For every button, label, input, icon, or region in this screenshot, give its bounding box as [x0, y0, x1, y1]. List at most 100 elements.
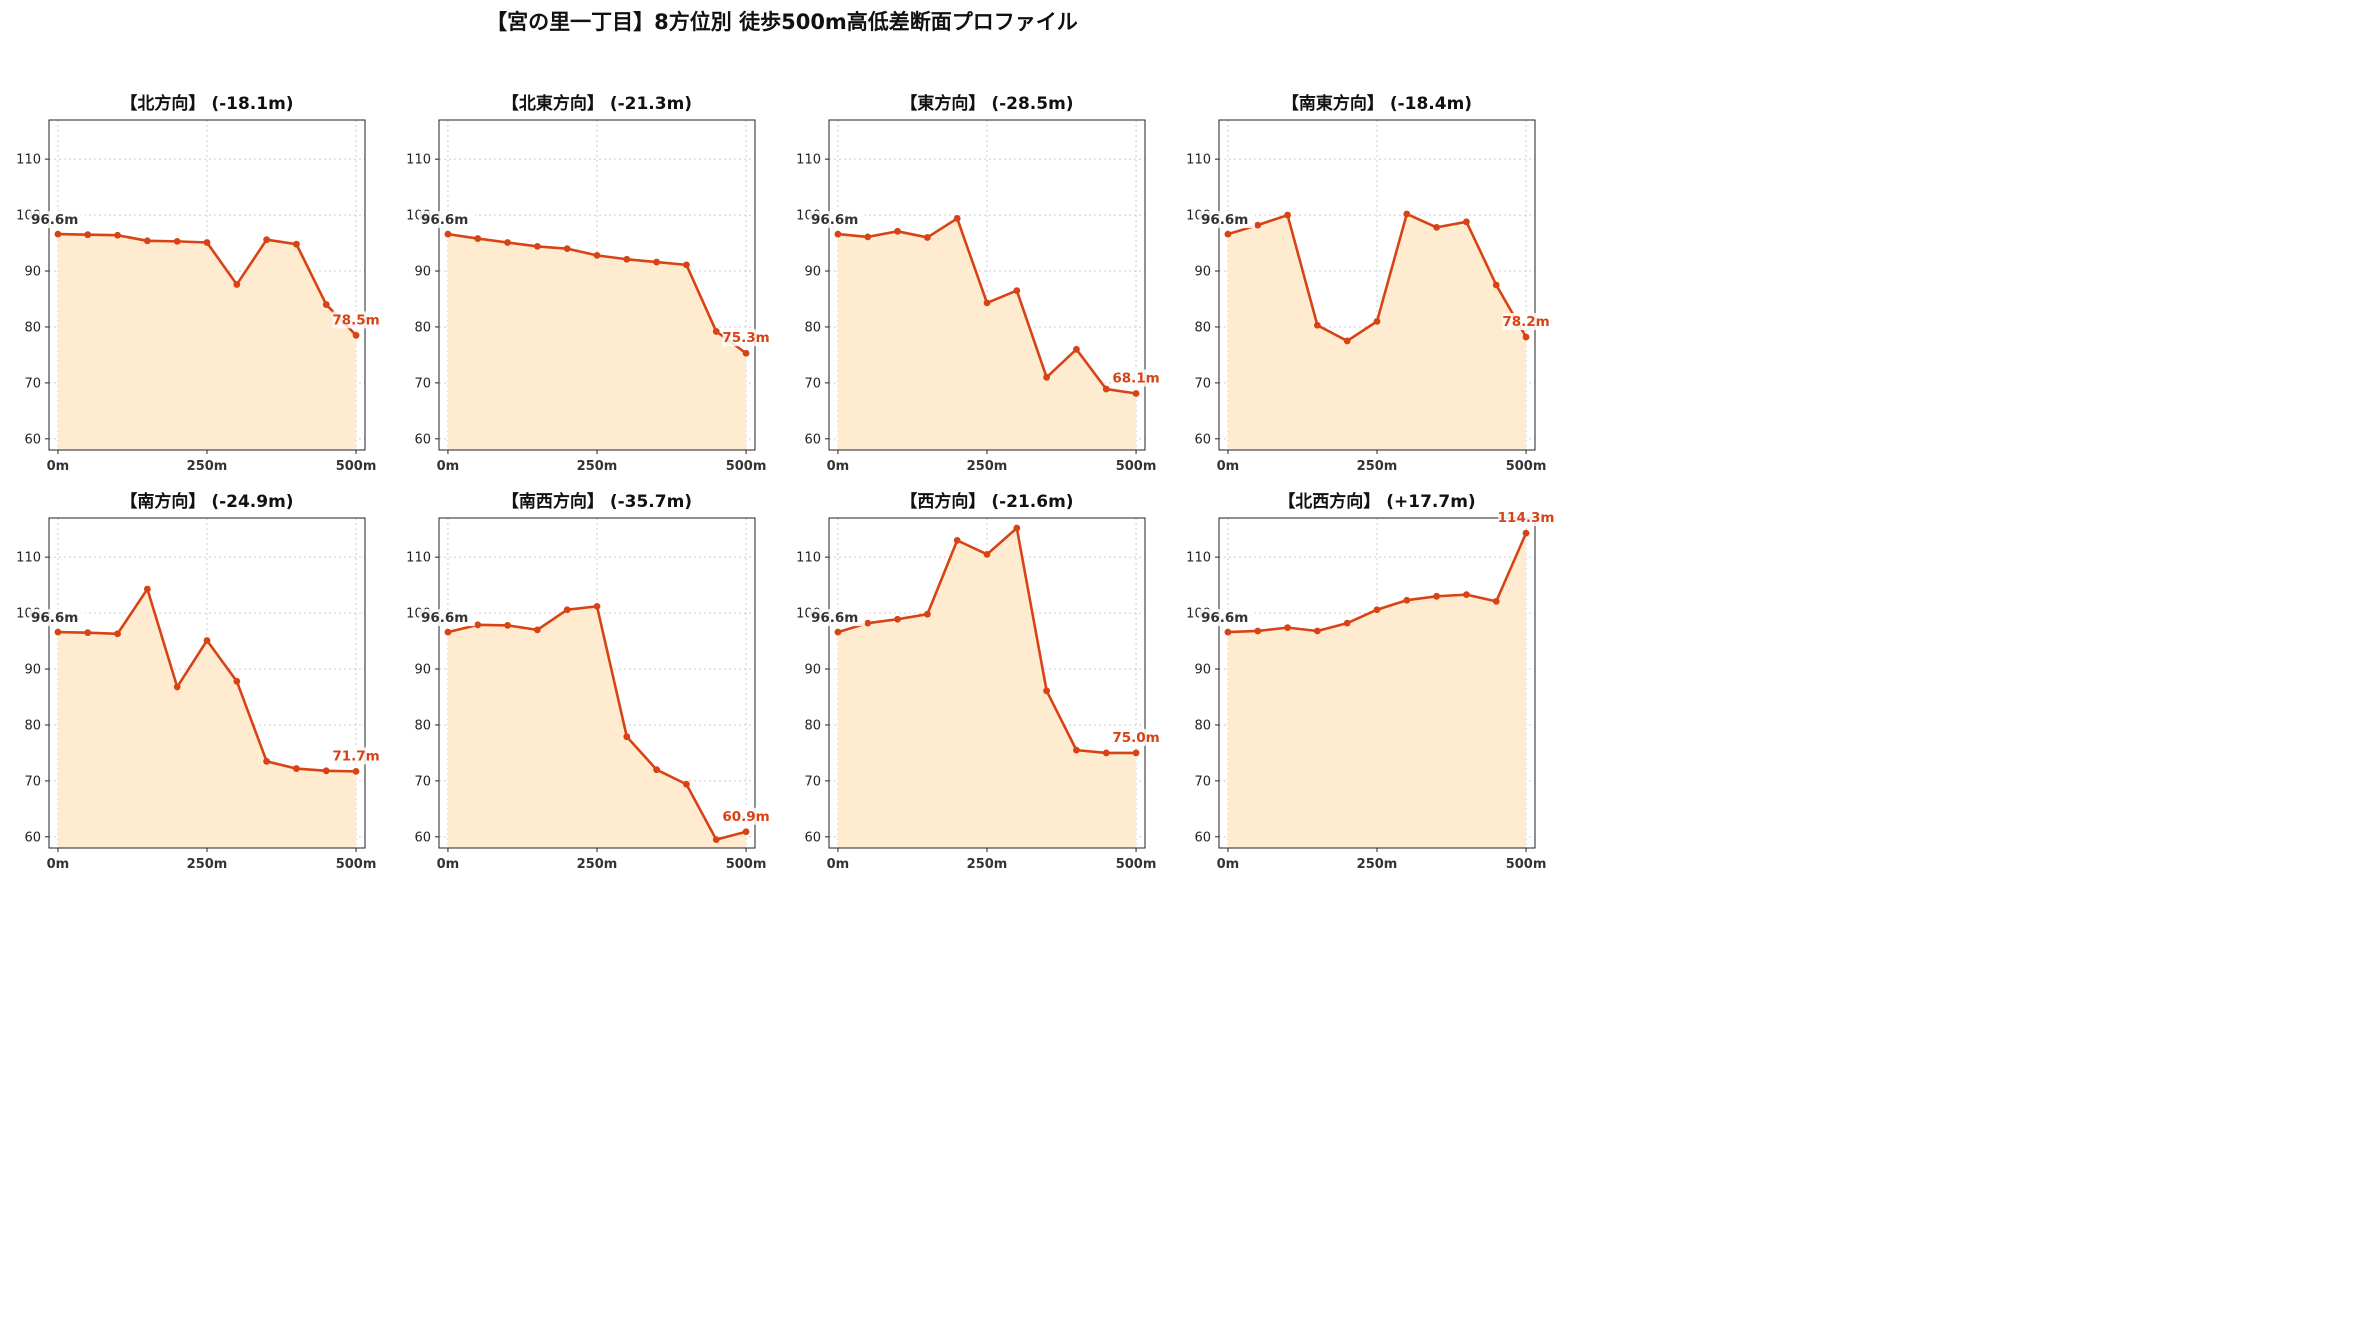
elevation-area — [57, 589, 357, 848]
data-point — [1073, 345, 1080, 353]
data-point — [1522, 529, 1530, 537]
x-tick-label: 0m — [1217, 459, 1240, 474]
data-point — [834, 628, 842, 636]
data-point — [953, 536, 961, 544]
data-point — [1013, 524, 1021, 532]
data-point — [1043, 687, 1051, 695]
end-label-bg — [722, 807, 770, 825]
y-tick-label: 80 — [24, 718, 41, 733]
y-tick-label: 60 — [24, 432, 41, 447]
data-point — [293, 240, 300, 248]
data-point — [233, 281, 241, 288]
elevation-area — [1227, 533, 1527, 848]
axes-frame — [1218, 517, 1536, 849]
elevation-area — [447, 606, 747, 848]
x-tick-label: 250m — [577, 857, 618, 872]
x-tick-label: 250m — [1357, 459, 1398, 474]
start-elevation-label: 96.6m — [421, 212, 468, 228]
y-tick-label: 90 — [804, 265, 821, 280]
data-point — [84, 231, 92, 239]
end-elevation-label: 60.9m — [722, 809, 769, 825]
data-point — [653, 258, 661, 266]
elevation-area — [447, 234, 747, 450]
data-point — [173, 683, 181, 691]
data-point — [983, 550, 991, 558]
y-tick-label: 80 — [24, 320, 41, 335]
axes-frame — [1218, 119, 1536, 451]
data-point — [84, 629, 92, 637]
start-elevation-label: 96.6m — [31, 212, 78, 228]
start-label-bg — [418, 609, 475, 627]
end-elevation-label: 78.5m — [332, 312, 379, 328]
chart-title: 【北東方向】 (-21.3m) — [502, 93, 692, 114]
data-point — [1254, 627, 1262, 635]
x-tick-label: 500m — [726, 857, 767, 872]
start-label-bg — [28, 211, 85, 229]
y-tick-label: 80 — [1194, 718, 1211, 733]
axes-frame — [48, 119, 366, 451]
x-tick-label: 500m — [1506, 857, 1547, 872]
end-label-bg — [332, 747, 380, 765]
y-tick-label: 90 — [24, 663, 41, 678]
data-point — [1403, 596, 1411, 604]
start-elevation-label: 96.6m — [1201, 610, 1248, 626]
x-tick-label: 0m — [437, 459, 460, 474]
data-point — [1492, 281, 1500, 289]
data-point — [563, 245, 571, 253]
data-point — [54, 628, 62, 636]
figure-title: 【宮の里一丁目】8方位別 徒歩500m高低差断面プロファイル — [486, 10, 1078, 34]
data-point — [953, 215, 961, 222]
y-tick-label: 80 — [804, 718, 821, 733]
data-point — [533, 626, 541, 634]
x-tick-label: 0m — [437, 857, 460, 872]
start-label-bg — [1198, 609, 1255, 627]
data-point — [894, 615, 901, 623]
y-tick-label: 80 — [804, 320, 821, 335]
axes-frame — [438, 119, 756, 451]
y-tick-label: 70 — [1194, 774, 1211, 789]
end-elevation-label: 75.0m — [1112, 730, 1159, 746]
data-point — [1343, 619, 1351, 627]
data-point — [173, 237, 181, 245]
start-elevation-label: 96.6m — [1201, 212, 1248, 228]
axes-frame — [828, 119, 1146, 451]
y-tick-label: 70 — [1194, 376, 1211, 391]
data-point — [923, 610, 931, 618]
data-point — [1403, 210, 1411, 218]
start-label-bg — [418, 211, 475, 229]
end-elevation-label: 68.1m — [1112, 371, 1159, 387]
data-point — [1254, 221, 1262, 229]
data-point — [712, 328, 720, 335]
data-point — [683, 780, 690, 788]
data-point — [1313, 627, 1321, 635]
start-label-bg — [28, 609, 85, 627]
x-tick-label: 500m — [336, 857, 377, 872]
data-point — [1073, 746, 1080, 754]
data-point — [263, 236, 271, 244]
x-tick-label: 500m — [726, 459, 767, 474]
data-point — [593, 602, 601, 610]
y-tick-label: 60 — [1194, 830, 1211, 845]
x-tick-label: 250m — [577, 459, 618, 474]
data-point — [322, 767, 330, 775]
y-tick-label: 60 — [414, 432, 431, 447]
end-elevation-label: 75.3m — [722, 330, 769, 346]
data-point — [1224, 230, 1232, 238]
elevation-area — [837, 528, 1137, 848]
y-tick-label: 90 — [24, 265, 41, 280]
data-point — [1132, 390, 1140, 397]
y-tick-label: 70 — [24, 774, 41, 789]
data-point — [683, 261, 690, 269]
start-label-bg — [1198, 211, 1255, 229]
data-point — [504, 239, 511, 246]
end-label-bg — [1502, 313, 1550, 331]
data-point — [1463, 591, 1470, 599]
y-tick-label: 90 — [414, 663, 431, 678]
data-point — [533, 243, 541, 250]
data-point — [653, 766, 661, 774]
